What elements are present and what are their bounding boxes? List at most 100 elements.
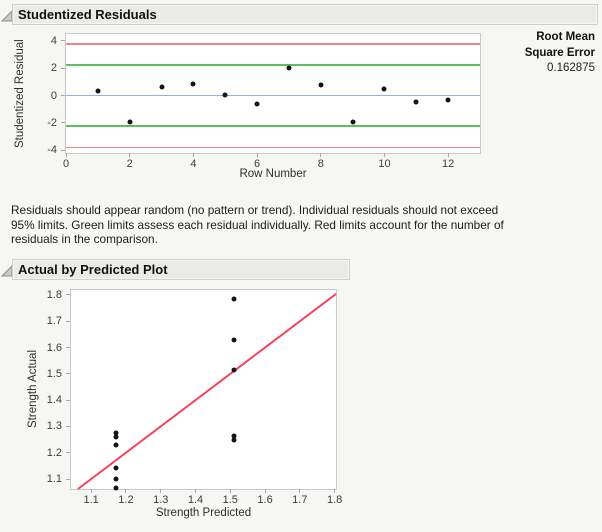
y-tick-mark xyxy=(61,122,65,124)
y-tick-mark xyxy=(66,399,70,401)
actual-by-predicted-plot[interactable]: 1.1 1.2 1.3 1.4 1.5 1.6 1.7 1.8 1.1 1.2 1.3 1.4 1.5 1… xyxy=(47,289,343,506)
reference-line xyxy=(66,146,480,148)
y-tick-label: 4 xyxy=(50,34,57,47)
y-tick-mark xyxy=(61,40,65,42)
note-line-3: residuals in the comparison. xyxy=(11,232,158,247)
x-tick-label: 1.3 xyxy=(153,494,169,506)
y-tick-label: 1.3 xyxy=(46,420,62,433)
y-tick-mark xyxy=(61,67,65,69)
y-tick-label: 1.7 xyxy=(46,315,62,328)
data-point[interactable] xyxy=(413,99,419,105)
data-point[interactable] xyxy=(113,465,118,471)
x-tick-mark xyxy=(229,489,231,493)
rmse-block: Root Mean Square Error 0.162875 xyxy=(465,30,595,77)
diagonal-fit-line xyxy=(77,293,337,490)
data-point[interactable] xyxy=(113,442,118,448)
x-tick-mark xyxy=(192,153,194,157)
y-tick-mark xyxy=(66,452,70,454)
x-tick-label: 1.4 xyxy=(187,494,204,506)
data-point[interactable] xyxy=(445,97,451,103)
data-point[interactable] xyxy=(222,92,228,98)
x-tick-mark xyxy=(90,489,92,493)
section-title: Actual by Predicted Plot xyxy=(18,262,168,277)
x-tick-mark xyxy=(264,489,266,493)
residuals-note: Residuals should appear random (no patte… xyxy=(11,203,596,247)
x-axis-title-residuals: Row Number xyxy=(239,168,307,180)
x-tick-mark xyxy=(129,153,131,157)
x-tick-label: 0 xyxy=(62,158,70,170)
data-point[interactable] xyxy=(231,433,237,439)
data-point[interactable] xyxy=(127,119,133,125)
x-tick-label: 6 xyxy=(254,158,261,170)
x-tick-label: 4 xyxy=(190,158,197,170)
x-tick-mark xyxy=(299,489,301,493)
reference-line xyxy=(66,64,480,66)
reference-line xyxy=(66,43,480,45)
data-point[interactable] xyxy=(318,82,324,88)
note-line-1: Residuals should appear random (no patte… xyxy=(11,203,499,217)
y-tick-label: 1.8 xyxy=(46,288,62,301)
x-tick-label: 8 xyxy=(317,158,324,170)
y-tick-label: -2 xyxy=(47,116,57,129)
section-title: Studentized Residuals xyxy=(18,7,157,22)
y-tick-mark xyxy=(66,425,70,427)
x-tick-label: 1.1 xyxy=(83,494,99,506)
x-tick-mark xyxy=(65,153,67,157)
x-tick-mark xyxy=(195,489,196,493)
x-tick-label: 2 xyxy=(126,158,133,170)
reference-line xyxy=(66,125,480,127)
data-point[interactable] xyxy=(95,88,101,94)
x-tick-label: 1.5 xyxy=(222,494,238,506)
x-tick-mark xyxy=(125,489,127,493)
y-tick-label: -4 xyxy=(47,144,57,157)
rmse-label-line1: Root Mean xyxy=(536,31,595,43)
y-axis-title-actual: Strength Actual xyxy=(27,350,39,429)
x-tick-mark xyxy=(160,489,162,493)
x-tick-mark xyxy=(383,153,385,157)
reference-line xyxy=(66,94,480,97)
data-point[interactable] xyxy=(231,337,237,343)
data-point[interactable] xyxy=(113,476,118,482)
y-tick-label: 2 xyxy=(50,62,57,75)
data-point[interactable] xyxy=(381,86,387,92)
data-point[interactable] xyxy=(113,434,118,440)
data-point[interactable] xyxy=(254,101,260,107)
y-tick-label: 1.5 xyxy=(46,367,62,380)
x-tick-label: 10 xyxy=(378,158,391,170)
x-tick-label: 12 xyxy=(442,158,455,170)
y-tick-mark xyxy=(66,347,70,349)
data-point[interactable] xyxy=(190,81,196,87)
x-tick-mark xyxy=(334,489,336,493)
note-line-2: 95% limits. Green limits assess each res… xyxy=(11,217,504,232)
data-point[interactable] xyxy=(231,437,237,443)
x-axis-title-actual: Strength Predicted xyxy=(155,507,252,519)
y-tick-mark xyxy=(66,373,70,375)
header-actual-by-predicted[interactable]: Actual by Predicted Plot xyxy=(12,259,350,280)
data-point[interactable] xyxy=(231,296,237,302)
x-tick-label: 1.7 xyxy=(292,494,308,506)
y-tick-label: 1.6 xyxy=(46,341,62,354)
data-point[interactable] xyxy=(159,84,165,90)
y-tick-mark xyxy=(61,95,65,97)
data-point[interactable] xyxy=(350,119,356,125)
x-tick-mark xyxy=(447,153,449,157)
y-tick-mark xyxy=(66,294,70,296)
y-tick-mark xyxy=(61,149,65,151)
x-tick-label: 1.8 xyxy=(326,494,343,506)
studentized-residuals-plot[interactable]: 0 2 4 6 8 10 12 -4 -2 0 2 4 xyxy=(47,33,481,170)
data-point[interactable] xyxy=(286,65,292,70)
x-tick-label: 1.2 xyxy=(118,494,134,506)
data-point[interactable] xyxy=(113,485,118,491)
y-tick-mark xyxy=(66,320,70,322)
rmse-label-line2: Square Error xyxy=(524,46,595,59)
data-point[interactable] xyxy=(231,367,237,373)
data-point[interactable] xyxy=(113,430,118,436)
x-tick-mark xyxy=(320,153,322,157)
header-studentized-residuals[interactable]: Studentized Residuals xyxy=(12,4,598,25)
x-tick-label: 1.6 xyxy=(257,494,273,506)
y-tick-label: 1.4 xyxy=(46,394,62,407)
x-tick-mark xyxy=(256,153,258,157)
y-tick-label: 0 xyxy=(50,89,57,102)
y-tick-mark xyxy=(66,478,70,480)
